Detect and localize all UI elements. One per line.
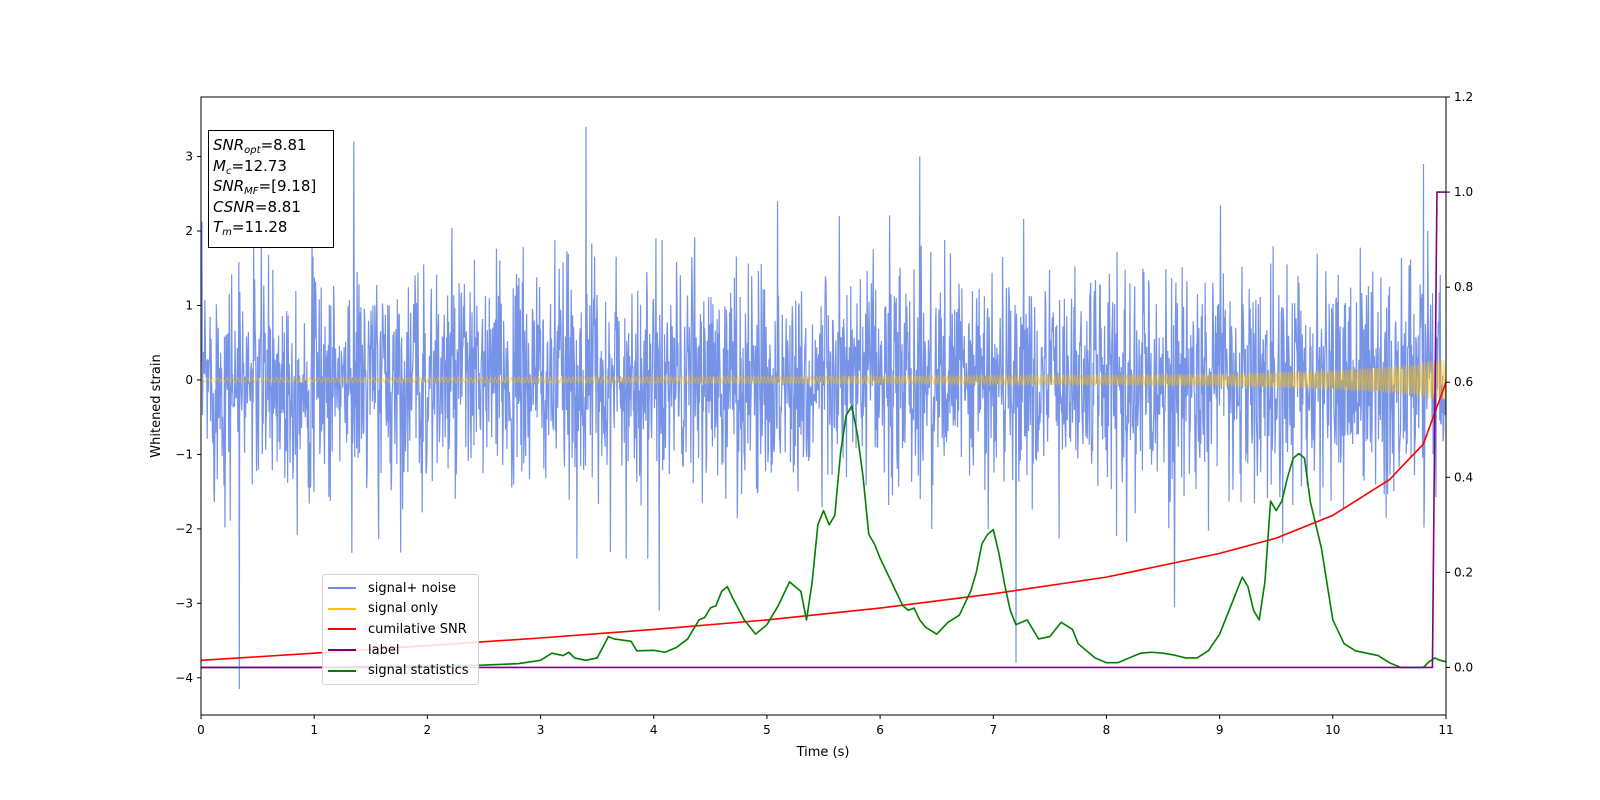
x-tick-label: 0 (197, 723, 205, 737)
x-tick-label: 8 (1103, 723, 1111, 737)
legend-item-cumulative-snr: cumilative SNR (323, 619, 478, 640)
x-tick-label: 4 (650, 723, 658, 737)
legend-swatch-signal-statistics (328, 669, 356, 672)
y-tick-label: −3 (175, 596, 193, 610)
y2-tick-label: 0.0 (1454, 660, 1473, 674)
x-tick-label: 6 (876, 723, 884, 737)
y-tick-label: 3 (185, 150, 193, 164)
series-signal-only (201, 360, 1446, 400)
y-tick-label: 2 (185, 224, 193, 238)
merger-time-stat: Tm=11.28 (213, 218, 288, 238)
legend-swatch-label (328, 649, 356, 652)
csnr-stat: CSNR=8.81 (213, 197, 301, 216)
y-tick-label: −1 (175, 447, 193, 461)
legend-item-signal-only: signal only (323, 599, 478, 620)
x-tick-label: 1 (310, 723, 318, 737)
y-tick-label: −2 (175, 522, 193, 536)
legend-swatch-cumulative-snr (328, 628, 356, 631)
x-tick-label: 9 (1216, 723, 1224, 737)
legend: signal+ noise signal only cumilative SNR… (322, 574, 479, 685)
chirp-mass-stat: Mc=12.73 (213, 156, 287, 177)
legend-item-signal-statistics: signal statistics (323, 660, 478, 681)
x-tick-label: 3 (537, 723, 545, 737)
snr-opt-stat: SNRopt=8.81 (213, 136, 307, 156)
x-tick-label: 10 (1325, 723, 1340, 737)
legend-swatch-signal-only (328, 607, 356, 610)
y2-tick-label: 0.2 (1454, 565, 1473, 579)
x-tick-label: 7 (989, 723, 997, 737)
legend-item-signal-noise: signal+ noise (323, 578, 478, 599)
x-tick-label: 2 (424, 723, 432, 737)
stats-box: SNRopt=8.81 Mc=12.73 SNRMF=[9.18] CSNR=8… (208, 130, 334, 248)
x-tick-label: 11 (1438, 723, 1453, 737)
snr-mf-stat: SNRMF=[9.18] (213, 177, 317, 197)
y-tick-label: −4 (175, 671, 193, 685)
legend-item-label: label (323, 640, 478, 661)
y2-tick-label: 0.8 (1454, 280, 1473, 294)
series-signal-statistics (201, 405, 1446, 669)
y2-tick-label: 0.4 (1454, 470, 1473, 484)
y2-tick-label: 1.0 (1454, 185, 1473, 199)
y2-tick-label: 0.6 (1454, 375, 1473, 389)
plot-frame (200, 96, 1447, 716)
x-tick-label: 5 (763, 723, 771, 737)
y-tick-label: 1 (185, 298, 193, 312)
x-axis-label: Time (s) (796, 745, 850, 760)
y2-tick-label: 1.2 (1454, 90, 1473, 104)
y-axis-label: Whitened strain (149, 354, 164, 457)
y-tick-label: 0 (185, 373, 193, 387)
legend-swatch-signal-noise (328, 587, 356, 590)
series-label (201, 191, 1446, 669)
series-signal-noise (201, 126, 1446, 689)
